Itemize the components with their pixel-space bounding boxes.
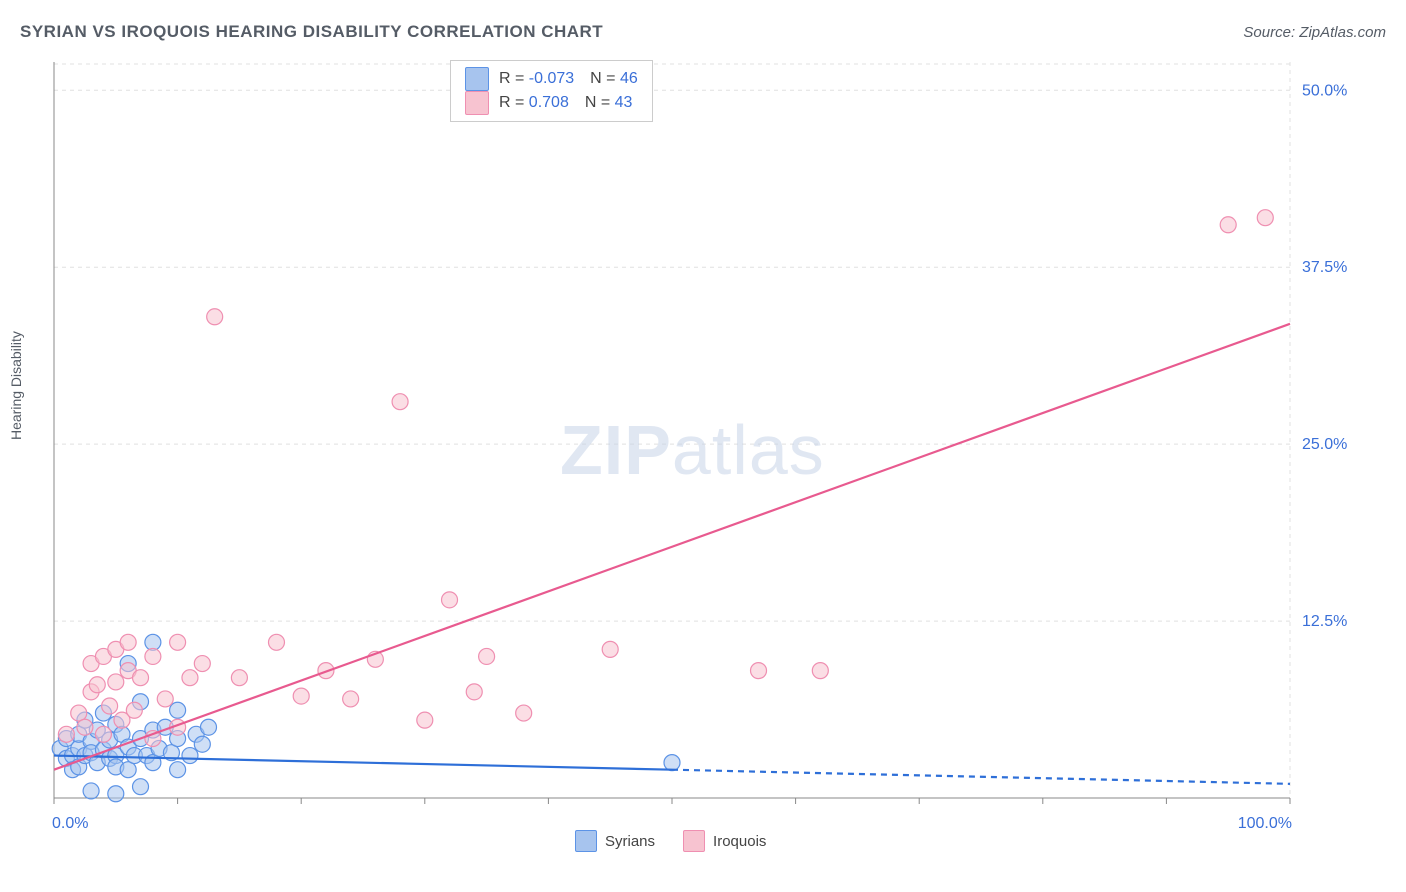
chart-header: SYRIAN VS IROQUOIS HEARING DISABILITY CO… <box>20 22 1386 42</box>
legend-stats: R = -0.073 N = 46R = 0.708 N = 43 <box>450 60 653 122</box>
y-axis-label: Hearing Disability <box>8 331 24 440</box>
svg-text:50.0%: 50.0% <box>1302 82 1347 99</box>
legend-stat-text: R = 0.708 N = 43 <box>499 91 632 115</box>
legend-item: Iroquois <box>683 830 766 852</box>
svg-text:100.0%: 100.0% <box>1238 815 1292 832</box>
svg-text:37.5%: 37.5% <box>1302 259 1347 276</box>
svg-text:12.5%: 12.5% <box>1302 613 1347 630</box>
source-prefix: Source: <box>1243 24 1299 41</box>
legend-swatch <box>465 91 489 115</box>
legend-label: Iroquois <box>713 833 766 850</box>
legend-stat-row: R = -0.073 N = 46 <box>465 67 638 91</box>
legend-swatch <box>683 830 705 852</box>
scatter-chart: 12.5%25.0%37.5%50.0%0.0%100.0% <box>50 58 1350 818</box>
chart-title: SYRIAN VS IROQUOIS HEARING DISABILITY CO… <box>20 22 603 42</box>
svg-text:25.0%: 25.0% <box>1302 436 1347 453</box>
legend-label: Syrians <box>605 833 655 850</box>
legend-series: Syrians Iroquois <box>575 830 766 852</box>
legend-stat-text: R = -0.073 N = 46 <box>499 67 638 91</box>
svg-text:0.0%: 0.0% <box>52 815 88 832</box>
plot-area: 12.5%25.0%37.5%50.0%0.0%100.0% <box>50 58 1350 818</box>
legend-item: Syrians <box>575 830 655 852</box>
legend-swatch <box>465 67 489 91</box>
legend-swatch <box>575 830 597 852</box>
chart-source: Source: ZipAtlas.com <box>1243 24 1386 41</box>
legend-stat-row: R = 0.708 N = 43 <box>465 91 638 115</box>
source-name: ZipAtlas.com <box>1299 24 1386 41</box>
